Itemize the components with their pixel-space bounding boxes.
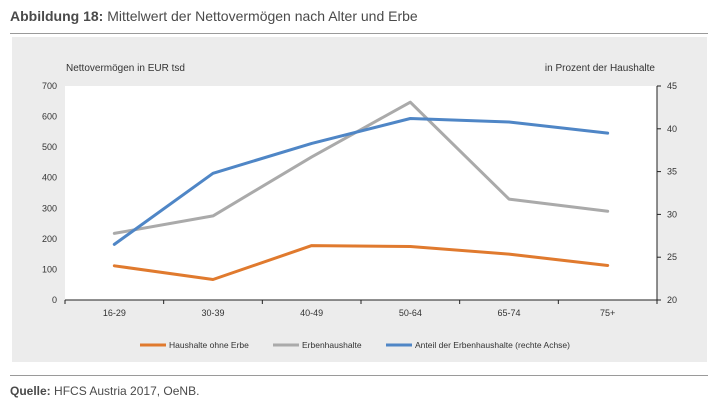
right-tick-label: 20 [667,295,677,305]
left-tick-label: 600 [42,112,57,122]
left-tick-label: 300 [42,203,57,213]
source-divider [10,375,708,376]
figure-title-text: Mittelwert der Nettovermögen nach Alter … [107,8,418,24]
x-tick-label: 40-49 [300,308,323,318]
x-tick-label: 16-29 [103,308,126,318]
right-axis-title: in Prozent der Haushalte [545,63,656,74]
x-tick-label: 50-64 [399,308,422,318]
x-tick-label: 75+ [600,308,615,318]
series-lines [112,100,610,281]
right-tick-label: 30 [667,209,677,219]
x-tick-label: 65-74 [497,308,520,318]
figure-title: Abbildung 18: Mittelwert der Nettovermög… [10,8,418,24]
left-tick-label: 200 [42,234,57,244]
source-note: Quelle: HFCS Austria 2017, OeNB. [10,384,199,398]
series-line-1 [112,244,610,281]
left-tick-label: 0 [52,295,57,305]
source-text: HFCS Austria 2017, OeNB. [54,384,200,398]
left-tick-label: 100 [42,264,57,274]
x-tick-label: 30-39 [201,308,224,318]
source-label: Quelle: [10,384,51,398]
legend-label: Erbenhaushalte [302,340,362,350]
plot-area [65,86,657,300]
title-divider [10,33,708,34]
figure-label: Abbildung 18: [10,8,104,24]
legend-label: Haushalte ohne Erbe [169,340,249,350]
left-axis-title: Nettovermögen in EUR tsd [66,63,185,74]
series-line-3 [112,117,610,246]
right-tick-label: 35 [667,167,677,177]
legend: Haushalte ohne Erbe Erbenhaushalte Anteil … [140,340,570,350]
right-tick-label: 45 [667,81,677,91]
left-tick-label: 700 [42,81,57,91]
legend-label: Anteil der Erbenhaushalte (rechte Achse) [415,340,570,350]
right-tick-label: 25 [667,252,677,262]
axes: 0 100 200 300 400 500 600 700 20 25 30 35 40 45 16-29 3… [42,81,677,318]
left-tick-label: 500 [42,142,57,152]
left-tick-label: 400 [42,173,57,183]
right-tick-label: 40 [667,124,677,134]
